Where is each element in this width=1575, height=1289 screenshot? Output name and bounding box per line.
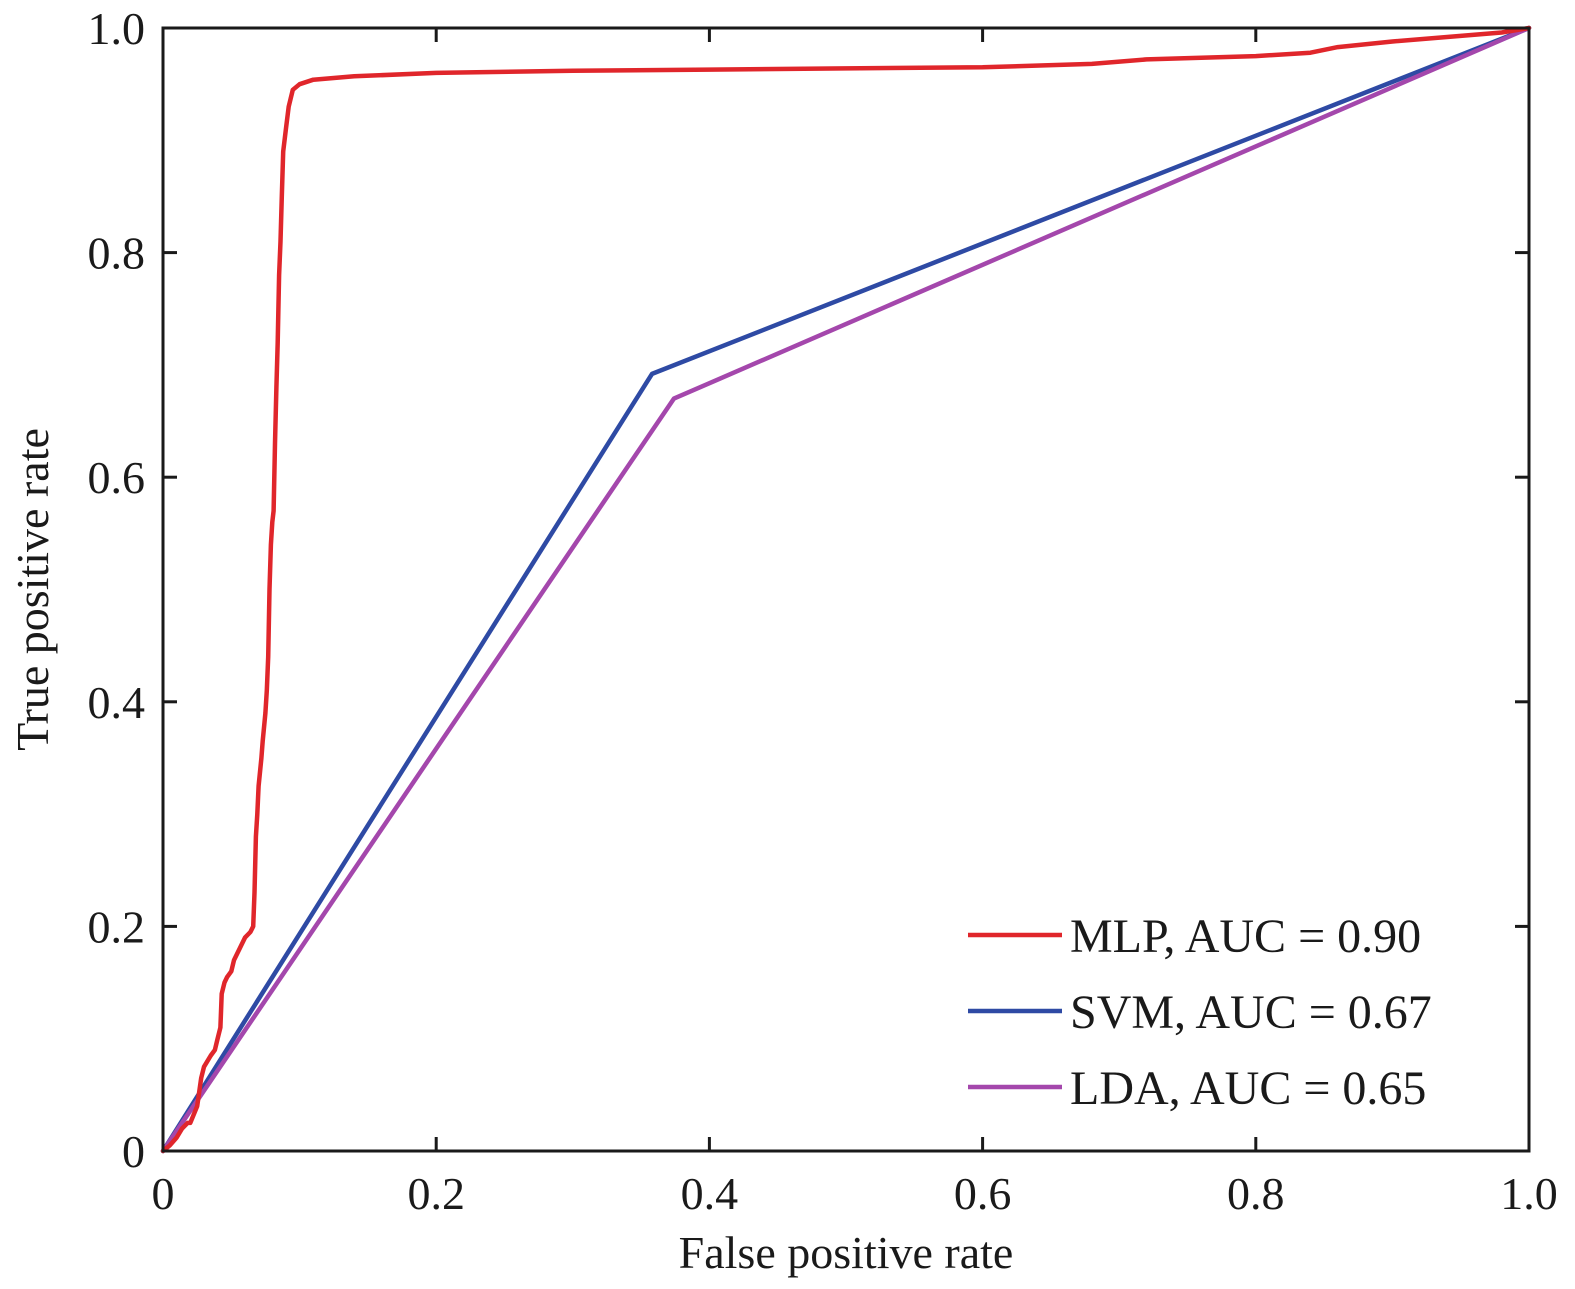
- x-tick-label: 0.4: [681, 1168, 739, 1219]
- plot-frame: [161, 26, 1531, 1153]
- x-tick-label: 1.0: [1500, 1168, 1558, 1219]
- x-tick-label: 0.6: [954, 1168, 1012, 1219]
- series-line-svm: [160, 25, 1532, 1154]
- y-tick-label: 0.2: [88, 901, 146, 952]
- series-layer: [160, 25, 1532, 1154]
- series-line-mlp: [160, 25, 1532, 1154]
- legend-entry-label: SVM, AUC = 0.67: [1070, 986, 1432, 1039]
- x-tick-label: 0.8: [1227, 1168, 1285, 1219]
- legend-entry-label: LDA, AUC = 0.65: [1070, 1062, 1426, 1115]
- legend-entry-label: MLP, AUC = 0.90: [1070, 910, 1421, 963]
- legend: MLP, AUC = 0.90 SVM, AUC = 0.67 LDA, AUC =…: [968, 910, 1432, 1115]
- series-line-lda: [160, 25, 1532, 1154]
- y-tick-label: 1.0: [88, 3, 146, 54]
- x-tick-label: 0.2: [407, 1168, 465, 1219]
- y-tick-label: 0.8: [88, 228, 146, 279]
- x-axis-label: False positive rate: [679, 1227, 1014, 1278]
- ticks-layer: 0 0.2 0.4 0.6 0.8 1.0 0 0.2 0.4 0.6 0.8 1.0: [88, 3, 1558, 1219]
- y-tick-label: 0.6: [88, 452, 146, 503]
- y-tick-label: 0: [122, 1126, 145, 1177]
- y-axis-label: True positive rate: [7, 428, 58, 751]
- x-tick-label: 0: [152, 1168, 175, 1219]
- y-tick-label: 0.4: [88, 677, 146, 728]
